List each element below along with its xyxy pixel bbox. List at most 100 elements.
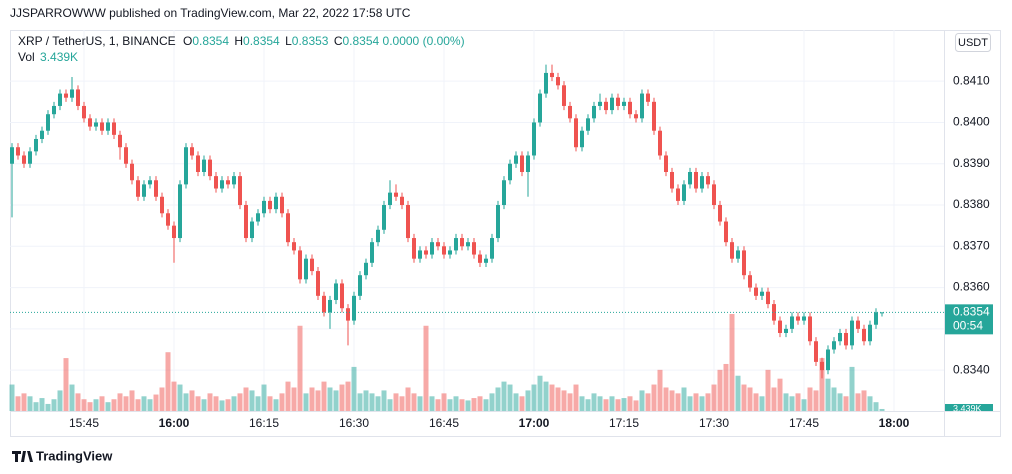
currency-button[interactable] [955,33,991,52]
candle-body [754,287,758,296]
x-tick-label: 17:30 [699,416,729,430]
candle-body [628,101,632,115]
volume-bar [117,393,123,411]
x-tick-label: 16:15 [249,416,279,430]
candle-body [436,242,440,247]
candle-body [412,238,416,259]
volume-bar [453,396,459,411]
logo-icon [12,451,33,462]
volume-bar [489,393,495,411]
grid [10,30,944,411]
volume-bar [579,396,585,411]
volume-bar [387,399,393,411]
candle-body [46,114,50,131]
candle-body [802,316,806,321]
countdown: 00:54 [953,319,983,333]
volume-bar [435,399,441,411]
volume-bar [639,390,645,411]
candle-body [466,242,470,247]
candle-body [814,341,818,362]
volume-bar [423,325,429,411]
candle-body [274,196,278,210]
volume-bar [843,396,849,411]
volume-layer [9,314,885,411]
currency[interactable]: USDT [958,37,988,49]
volume-bar [783,393,789,411]
volume-bar [501,381,507,411]
o-label: O [183,34,192,48]
candle-body [184,147,188,185]
volume-bar [243,387,249,411]
candle-body [676,188,680,201]
legend: XRP / TetherUS, 1, BINANCE O0.8354 H0.83… [18,34,465,48]
volume-bar [717,369,723,411]
candle-body [28,151,32,164]
y-tick-label: 0.8360 [953,280,990,294]
volume-bar [705,393,711,411]
o-value: 0.8354 [192,34,229,48]
candle-body [40,130,44,139]
volume-bar [249,390,255,411]
candle-body [562,85,566,106]
volume-bar [69,384,75,411]
candle-body [244,205,248,239]
candle-body [202,159,206,172]
volume-bar [231,396,237,411]
volume-bar [363,390,369,411]
volume-bar [165,352,171,411]
volume-bar [621,398,627,411]
volume-bar [855,393,861,411]
volume-bar [237,393,243,411]
volume-bar [45,403,51,411]
candle-body [262,200,266,214]
volume-bar [681,387,687,411]
candle-body [790,316,794,329]
candle-body [706,176,710,185]
candle-body [490,238,494,259]
volume-bar [303,393,309,411]
volume-bar [627,396,633,411]
volume-bar [159,387,165,411]
axes: 0.83400.83500.83600.83700.83800.83900.84… [10,73,993,430]
volume-bar [111,399,117,411]
volume-bar [147,399,153,411]
volume-bar [819,358,825,411]
candle-body [430,242,434,255]
volume-bar [357,393,363,411]
volume-bar [471,398,477,411]
y-tick-label: 0.8370 [953,238,990,252]
volume-bar [651,384,657,411]
volume-bar [477,396,483,411]
volume-bar [873,402,879,411]
volume-bar [483,399,489,411]
volume-bar [195,396,201,411]
volume-bar [825,378,831,411]
volume-bar [675,393,681,411]
volume-bar [63,358,69,411]
volume-bar [567,393,573,411]
candle-body [34,138,38,152]
volume-bar [723,363,729,411]
candle-body [568,105,572,119]
candle-body [616,97,620,106]
candle-body [136,180,140,197]
candle-body [826,349,830,371]
volume-bar [345,381,351,411]
volume-bar [327,387,333,411]
volume-bar [351,366,357,411]
volume-bar [591,393,597,411]
candle-body [658,130,662,156]
candle-body [442,246,446,255]
candle-body [556,77,560,86]
volume-bar [645,393,651,411]
volume-bar [795,393,801,411]
volume-bar [153,394,159,411]
candle-body [16,147,20,156]
volume-bar [279,393,285,411]
candle-body [550,72,554,78]
volume-bar [75,393,81,411]
candle-body [730,242,734,259]
candle-body [400,196,404,206]
volume-bar [273,399,279,411]
